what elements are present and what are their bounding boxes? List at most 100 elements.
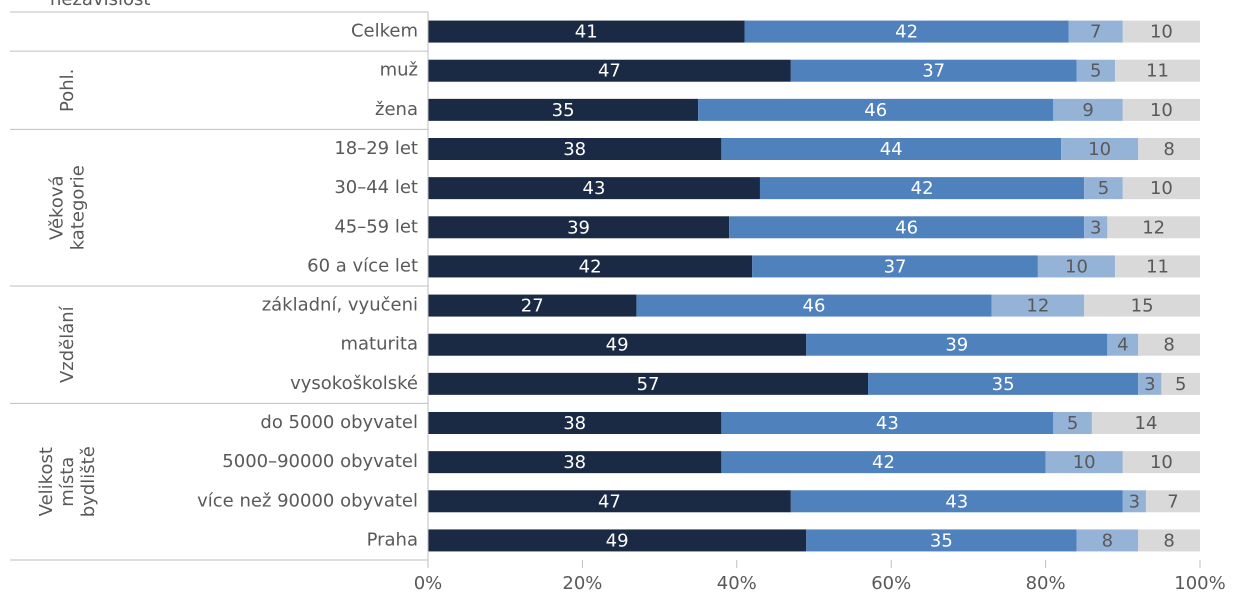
bar-segment [1068,20,1123,43]
bar-segment [428,333,807,356]
bar-segment [752,255,1038,278]
data-label: 43 [583,178,606,199]
bar-segment [1122,451,1200,474]
bar-segment [1138,529,1200,552]
bar-segment [698,98,1054,121]
bar-segment [428,177,760,200]
data-label: 42 [579,256,602,277]
data-label: 37 [922,61,945,82]
bar-segment [868,372,1139,395]
bar-segment [428,59,791,82]
category-label: 5000–90000 obyvatel [222,451,418,472]
category-label: více než 90000 obyvatel [197,490,418,511]
bar-segment [1084,294,1200,317]
data-label: 57 [637,374,660,395]
bar-segment [428,412,722,434]
category-label: 18–29 let [334,138,418,159]
bar-segment [806,529,1077,552]
bar-segment [636,294,992,317]
bar-segment [1053,98,1123,121]
data-label: 10 [1150,22,1173,43]
data-label: 3 [1129,491,1140,512]
category-label: základní, vyučeni [262,295,418,316]
bar-segment [1145,490,1200,513]
data-label: 10 [1150,100,1173,121]
bar-segment [428,255,753,278]
bar-segment [790,490,1123,513]
bar-segment [721,412,1054,434]
data-label: 35 [552,100,575,121]
category-label: Celkem [351,21,418,42]
bar-segment [428,20,745,43]
bar-segment [1045,451,1123,474]
category-label: žena [375,99,418,120]
bar-segment [790,59,1077,82]
category-label: Praha [367,529,418,550]
data-label: 27 [521,296,544,317]
data-label: 38 [563,452,586,473]
data-label: 47 [598,491,621,512]
data-label: 10 [1150,452,1173,473]
data-label: 39 [945,335,968,356]
data-label: 42 [895,22,918,43]
data-label: 7 [1090,22,1101,43]
bar-segment [1107,333,1139,356]
bar-segment [729,216,1085,239]
group-label: Velikost místa bydliště [36,446,99,517]
data-label: 39 [567,217,590,238]
x-tick-label: 60% [871,573,911,594]
group-label-line: Vzdělání [57,305,78,383]
bar-segment [428,138,722,160]
group-label-line: Věková [47,175,68,239]
data-label: 15 [1131,296,1154,317]
category-label: 30–44 let [334,177,418,198]
bar-segment [1076,59,1116,82]
data-label: 49 [606,335,629,356]
group-label: Vzdělání [57,305,78,383]
category-label: muž [380,60,418,81]
category-label: 60 a více let [307,255,418,276]
group-label-line: Pohl. [57,69,78,112]
data-label: 38 [563,413,586,434]
bar-segment [1091,412,1200,434]
bar-segment [1084,177,1123,200]
data-label: 5 [1175,374,1186,395]
data-label: 8 [1163,335,1174,356]
bar-segment [1037,255,1116,278]
data-label: 5 [1098,178,1109,199]
category-label: vysokoškolské [290,373,418,394]
data-label: 11 [1146,61,1169,82]
bar-segment [1107,216,1200,239]
bar-segment [759,177,1085,200]
bar-segment [744,20,1069,43]
bar-segment [428,294,637,317]
category-label: maturita [340,334,418,355]
data-label: 10 [1150,178,1173,199]
x-tick-label: 80% [1026,573,1066,594]
x-tick-label: 100% [1174,573,1225,594]
data-label: 5 [1090,61,1101,82]
bar-segment [1053,412,1092,434]
bar-segment [806,333,1108,356]
data-label: 11 [1146,256,1169,277]
group-label: Pohl. [57,69,78,112]
data-label: 35 [930,530,953,551]
bar-segment [1115,255,1200,278]
data-label: 37 [884,256,907,277]
data-label: 42 [872,452,895,473]
category-label: 45–59 let [334,216,418,237]
group-label-line: bydliště [78,446,99,517]
data-label: 44 [880,139,903,160]
x-tick-label: 20% [562,573,602,594]
data-label: 10 [1065,256,1088,277]
data-label: 8 [1163,139,1174,160]
bar-segment [1115,59,1200,82]
data-label: 46 [864,100,887,121]
data-label: 9 [1082,100,1093,121]
data-label: 4 [1117,335,1128,356]
data-label: 43 [876,413,899,434]
x-tick-label: 0% [414,573,443,594]
data-label: 3 [1144,374,1155,395]
bar-segment [428,451,722,474]
